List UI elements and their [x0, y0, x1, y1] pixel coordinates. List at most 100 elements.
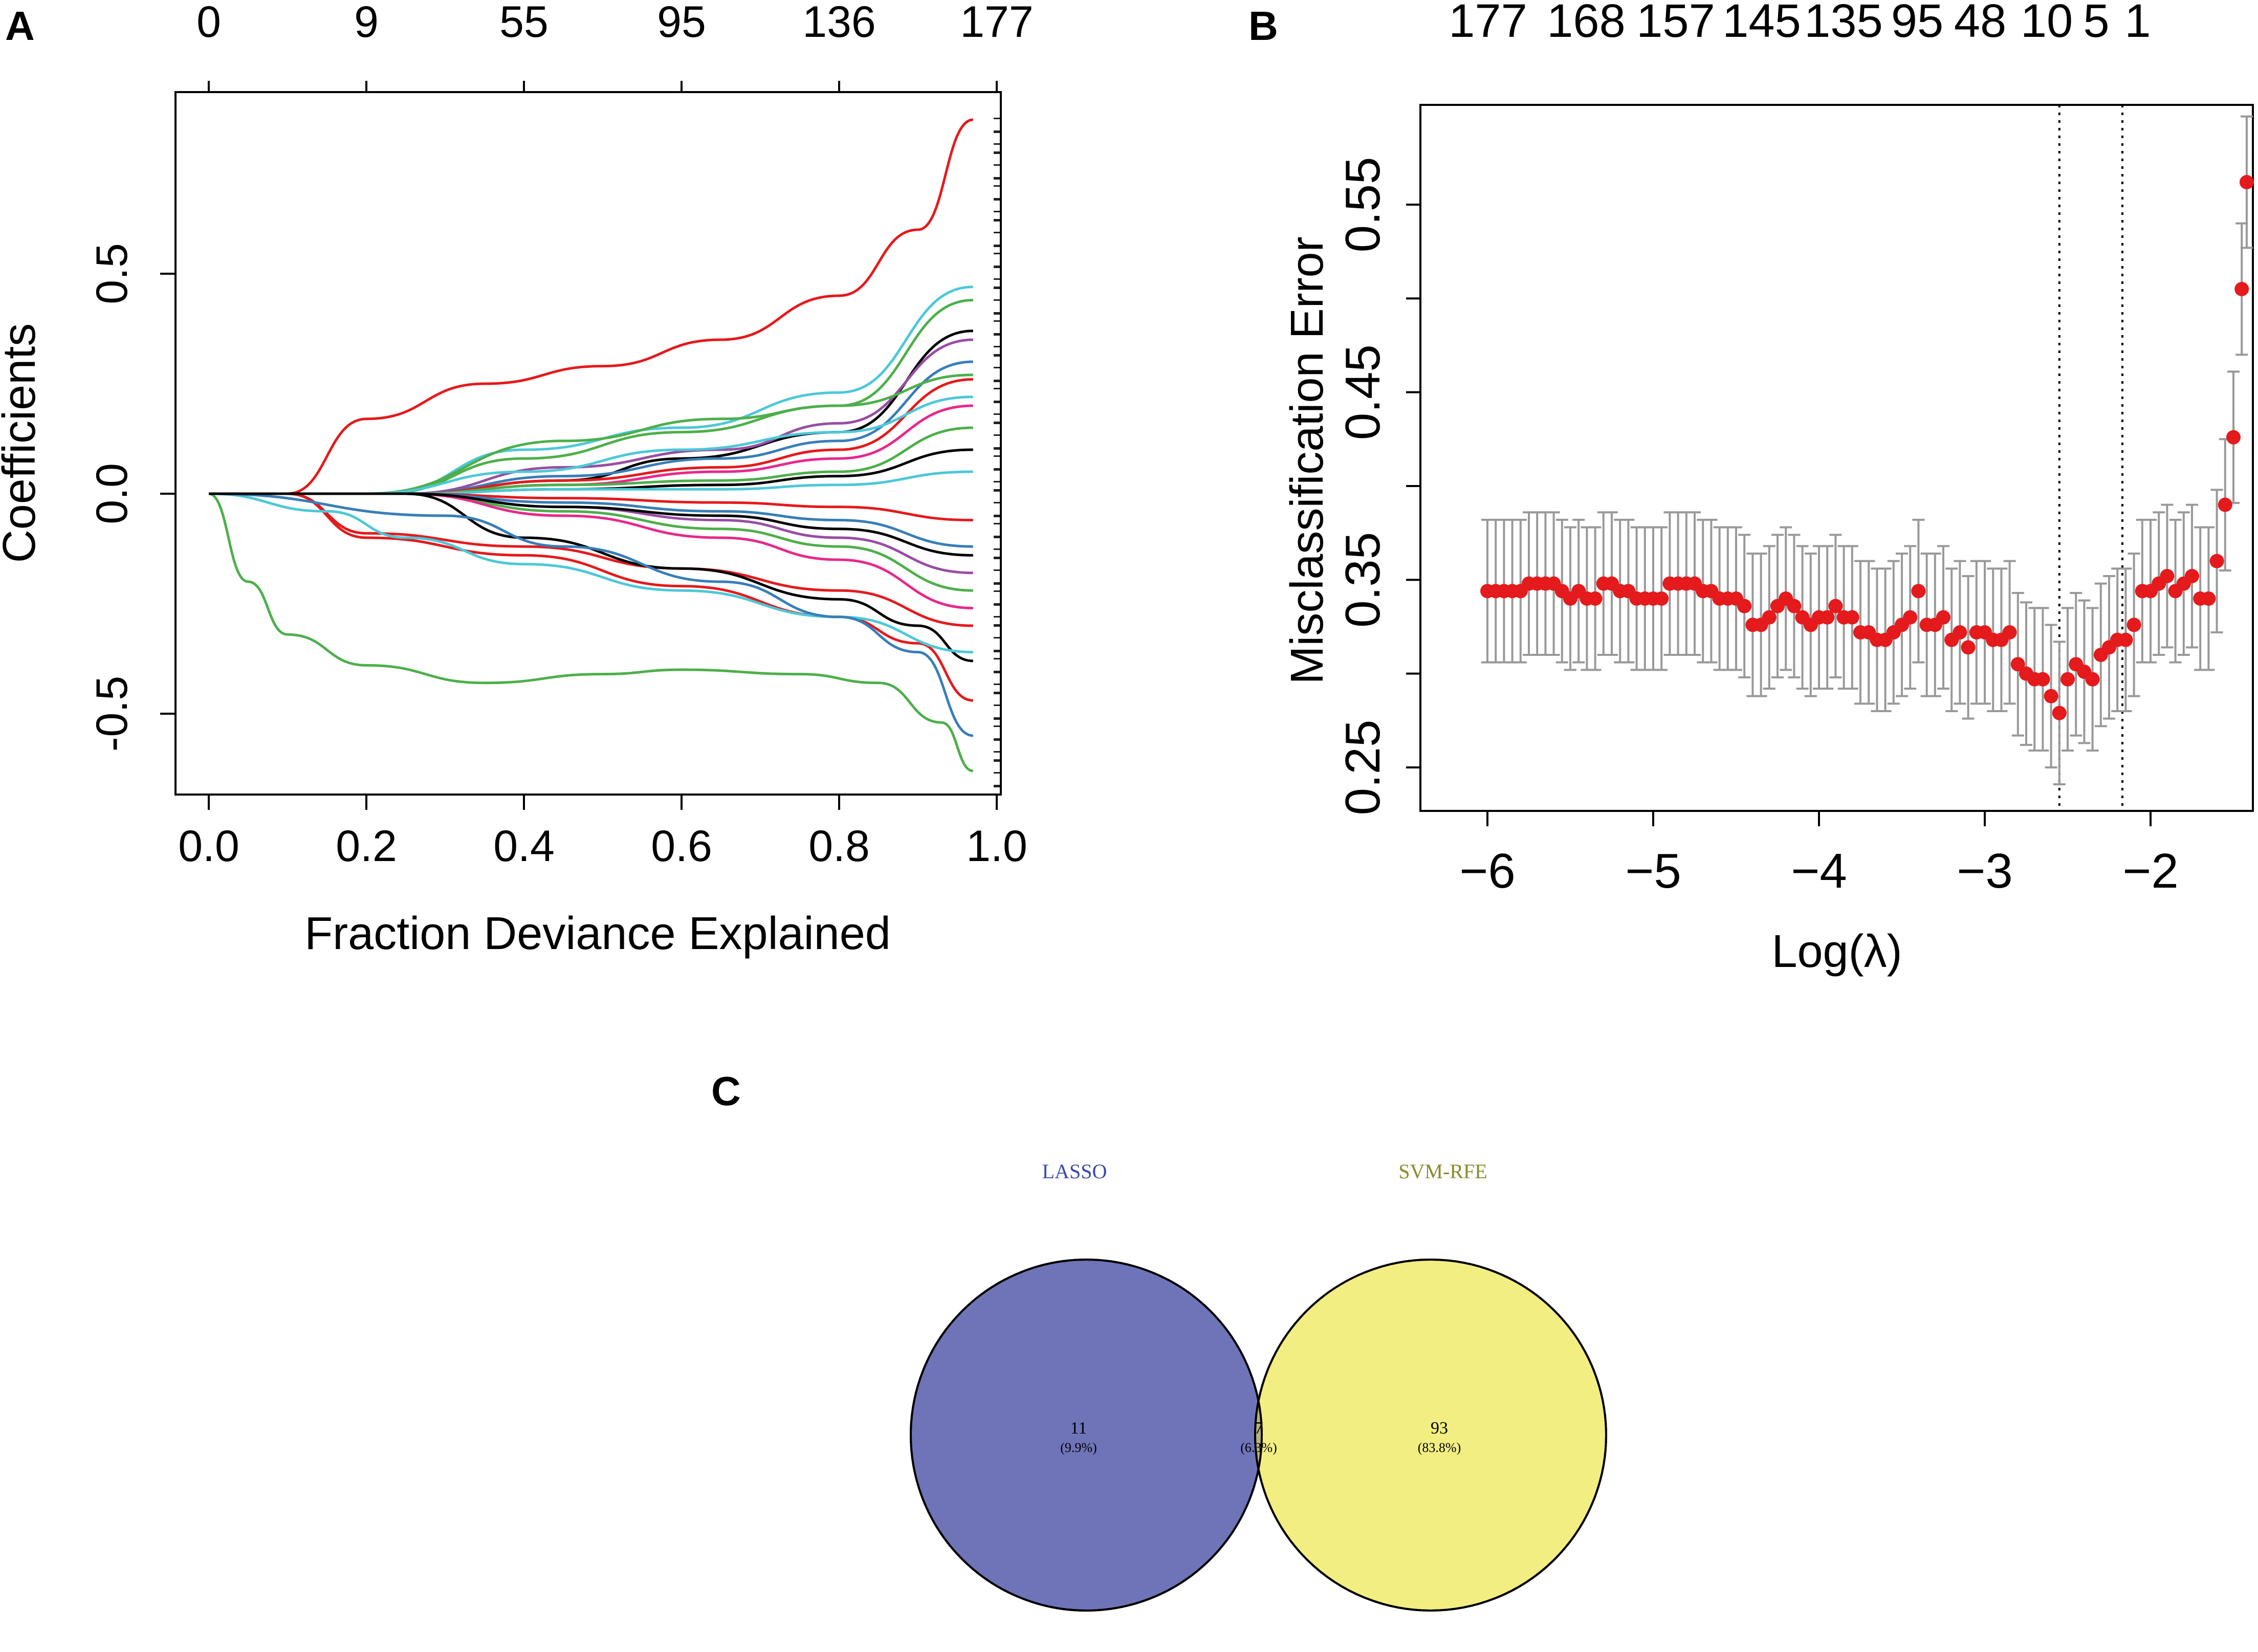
- panel-a-series-black-4: [209, 492, 973, 557]
- panel-b-point: [1588, 591, 1603, 606]
- panel-b-y-tick-label: 0.35: [1335, 532, 1390, 628]
- panel-a-end-label-mark: [994, 287, 1000, 289]
- panel-b-point: [1654, 591, 1669, 606]
- panel-b-top-label: 1: [2124, 0, 2151, 47]
- panel-a-end-label-mark: [994, 447, 1000, 450]
- panel-b-x-axis-title: Log(λ): [1771, 926, 1902, 977]
- panel-a-top-tick-label: 9: [354, 0, 379, 47]
- panel-b-top-label: 145: [1722, 0, 1801, 47]
- venn-label-svm-rfe: SVM-RFE: [1398, 1160, 1487, 1183]
- panel-b-y-ticks: 0.25 0.35 0.45 0.55: [1335, 157, 1421, 815]
- panel-a-end-label-mark: [994, 704, 1000, 706]
- panel-b-point: [1903, 610, 1918, 625]
- panel-a-end-label-mark: [994, 232, 1000, 233]
- venn-outline-right: [1254, 1259, 1607, 1612]
- venn-pct-lasso-only: (9.9%): [1060, 1440, 1097, 1455]
- panel-b-x-tick-label: −6: [1459, 844, 1515, 898]
- panel-a-coefficient-paths: 0.0 0.2 0.4 0.6 0.8 1.0 -0.5 0.0 0.5 0 9 55 95 136 1…: [0, 0, 1034, 959]
- panel-a-y-tick-label: 0.5: [87, 243, 137, 304]
- panel-a-end-label-mark: [994, 725, 1000, 727]
- panel-b-lambda-lines: [2058, 105, 2123, 811]
- panel-a-x-tick-label: 0.2: [336, 822, 397, 871]
- panel-b-point: [2002, 625, 2017, 640]
- venn-count-intersection: 7: [1255, 1419, 1263, 1438]
- venn-pct-svm-only: (83.8%): [1418, 1440, 1461, 1455]
- panel-a-end-label-mark: [994, 278, 1000, 280]
- venn-count-svm-only: 93: [1431, 1419, 1448, 1438]
- panel-b-y-tick-label: 0.45: [1335, 344, 1390, 440]
- panel-b-plot-frame: [1419, 104, 2254, 812]
- panel-a-end-label-mark: [994, 413, 1000, 415]
- panel-a-series-red-5: [209, 492, 973, 702]
- panel-b-point: [1936, 610, 1950, 625]
- panel-b-point: [1828, 599, 1843, 613]
- panel-a-y-tick-label: 0.0: [87, 463, 137, 524]
- panel-a-end-label-mark: [994, 717, 1000, 720]
- panel-label-c: C: [711, 1068, 741, 1114]
- panel-a-end-label-mark: [994, 603, 1000, 606]
- panel-a-y-tick-label: -0.5: [87, 676, 137, 752]
- panel-a-end-label-mark: [994, 557, 1000, 559]
- panel-b-top-label: 157: [1636, 0, 1715, 47]
- panel-b-point: [2127, 618, 2141, 632]
- panel-a-end-label-mark: [994, 523, 1000, 524]
- panel-label-a: A: [5, 3, 35, 49]
- panel-c-venn: LASSO SVM-RFE 11 (9.9%) 7 (6.3%) 93 (83.…: [910, 1160, 1607, 1612]
- panel-a-end-label-mark: [994, 468, 1000, 471]
- panel-b-x-tick-label: −3: [1957, 844, 2012, 898]
- panel-a-end-label-mark: [994, 130, 1000, 133]
- panel-a-end-label-mark: [994, 624, 1000, 627]
- panel-b-point: [1762, 610, 1777, 625]
- panel-b-top-label: 5: [2083, 0, 2109, 47]
- panel-b-top-label: 135: [1804, 0, 1883, 47]
- panel-a-end-label-mark: [994, 569, 1000, 571]
- panel-a-end-label-mark: [994, 211, 1000, 212]
- panel-a-top-tick-label: 177: [960, 0, 1034, 47]
- panel-a-end-label-mark: [994, 548, 1000, 550]
- panel-a-end-label-mark: [994, 502, 1000, 503]
- panel-a-end-label-mark: [994, 489, 1000, 492]
- panel-a-top-tick-label: 95: [657, 0, 706, 47]
- panel-a-end-label-mark: [994, 299, 1000, 301]
- panel-a-end-label-mark: [994, 401, 1000, 403]
- panel-a-series-red-2: [209, 378, 973, 495]
- panel-a-end-label-mark: [994, 151, 1000, 154]
- panel-b-top-label: 48: [1954, 0, 2006, 47]
- panel-a-end-label-mark: [994, 143, 1000, 145]
- panel-b-top-label: 10: [2021, 0, 2073, 47]
- venn-count-lasso-only: 11: [1070, 1419, 1087, 1438]
- panel-b-point: [2160, 569, 2175, 583]
- panel-b-cv-error: −6 −5 −4 −3 −2 0.25 0.35 0.45 0.55 177 168 157 145…: [1282, 0, 2254, 977]
- panel-a-end-label-mark: [994, 590, 1000, 592]
- panel-a-end-label-mark: [994, 536, 1000, 538]
- panel-a-end-label-mark: [994, 388, 1000, 389]
- panel-b-point: [1911, 584, 1926, 599]
- panel-b-point: [1953, 625, 1967, 640]
- panel-a-end-label-mark: [994, 481, 1000, 482]
- panel-b-y-axis-title: Misclassification Error: [1282, 236, 1333, 684]
- panel-b-x-tick-label: −5: [1625, 844, 1681, 898]
- panel-a-end-label-mark: [994, 684, 1000, 685]
- panel-a-x-tick-label: 0.6: [651, 822, 712, 871]
- panel-b-point: [2226, 430, 2241, 445]
- panel-a-x-axis-title: Fraction Deviance Explained: [304, 908, 891, 959]
- panel-a-end-label-mark: [994, 785, 1000, 787]
- panel-a-end-label-mark: [994, 198, 1000, 201]
- panel-a-end-label-mark: [994, 658, 1000, 659]
- panel-b-point: [2085, 672, 2100, 687]
- panel-a-series-blue-3: [208, 492, 974, 737]
- panel-b-x-ticks: −6 −5 −4 −3 −2: [1459, 810, 2179, 898]
- panel-a-end-label-mark: [994, 772, 1000, 774]
- panel-a-end-label-mark: [994, 253, 1000, 254]
- panel-b-point: [2201, 591, 2216, 606]
- venn-outline-left: [910, 1259, 1263, 1612]
- panel-a-end-label-mark: [994, 650, 1000, 652]
- panel-a-top-tick-label: 55: [499, 0, 549, 47]
- panel-a-x-tick-label: 0.8: [808, 822, 870, 871]
- panel-a-end-label-mark: [994, 219, 1000, 222]
- panel-b-point: [2218, 497, 2232, 512]
- panel-a-end-label-mark: [994, 177, 1000, 180]
- panel-a-x-tick-label: 0.4: [493, 822, 555, 871]
- panel-a-end-label-mark: [994, 434, 1000, 436]
